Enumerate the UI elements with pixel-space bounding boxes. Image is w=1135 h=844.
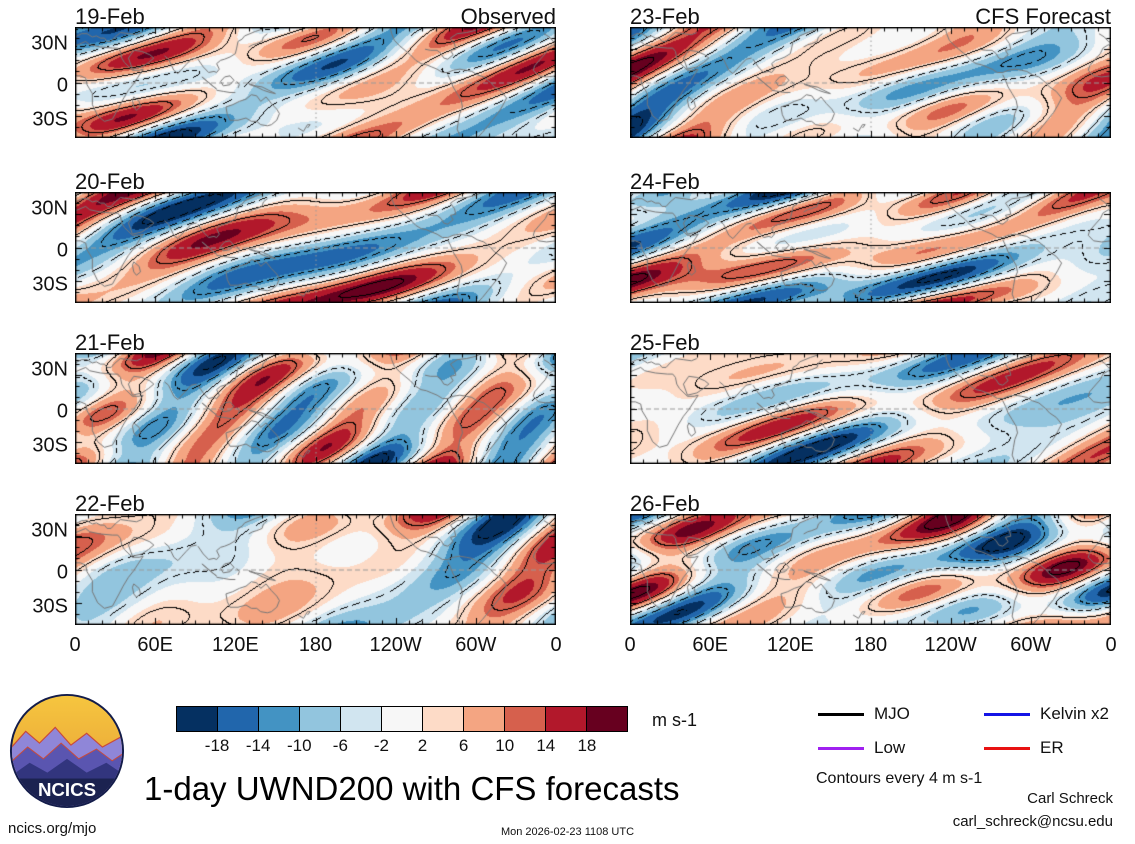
colorbar-tick-label: 10 — [495, 736, 515, 755]
legend-label: MJO — [874, 704, 910, 723]
panel-date-label: 22-Feb — [75, 491, 145, 516]
colorbar-tick-label: -18 — [204, 736, 230, 755]
colorbar-tick-label: 2 — [417, 736, 428, 755]
x-axis-tick-label: 0 — [550, 634, 562, 656]
x-axis-tick-label: 120W — [924, 634, 977, 656]
map-panel — [630, 353, 1111, 464]
x-axis-labels: 0 60E 120E 180 120W 60W 0 — [624, 634, 1116, 658]
mjo-line-icon — [818, 712, 864, 716]
legend-label: Kelvin x2 — [1040, 704, 1109, 723]
x-axis-tick-label: 180 — [298, 634, 333, 656]
legend-item-er: ER — [984, 738, 1064, 758]
map-panel — [75, 192, 556, 303]
colorbar-tick-label: -6 — [332, 736, 348, 755]
colorbar-cell — [300, 707, 341, 731]
colorbar-labels: -18 -14 -10 -6 -2 2 6 10 14 18 — [176, 736, 628, 756]
colorbar-cell — [505, 707, 546, 731]
colorbar-tick-label: 14 — [536, 736, 556, 755]
timestamp: Mon 2026-02-23 1108 UTC — [500, 826, 635, 838]
credit-name: Carl Schreck — [1027, 790, 1113, 807]
legend-item-low: Low — [818, 738, 905, 758]
colorbar-tick-label: 6 — [458, 736, 469, 755]
y-axis-labels: 30N 0 30S — [16, 192, 68, 303]
low-line-icon — [818, 746, 864, 750]
legend-label: ER — [1040, 738, 1064, 757]
colorbar-cell — [218, 707, 259, 731]
legend-label: Low — [874, 738, 906, 757]
map-panel — [630, 27, 1111, 138]
panel-date-label: 23-Feb — [630, 4, 700, 29]
x-axis-tick-label: 60W — [455, 634, 497, 656]
colorbar-units: m s-1 — [652, 710, 697, 730]
y-axis-tick-label: 0 — [56, 239, 68, 262]
column-title-forecast: CFS Forecast — [975, 4, 1111, 29]
ncics-logo: NCICS — [9, 693, 125, 809]
figure-title: 1-day UWND200 with CFS forecasts — [144, 770, 680, 807]
kelvin-line-icon — [984, 712, 1030, 716]
y-axis-tick-label: 30S — [32, 108, 68, 131]
colorbar-cell — [464, 707, 505, 731]
x-axis-labels: 0 60E 120E 180 120W 60W 0 — [69, 634, 561, 658]
y-axis-tick-label: 30N — [31, 358, 68, 381]
panel-date-label: 25-Feb — [630, 330, 700, 355]
x-axis-tick-label: 120E — [211, 634, 259, 656]
y-axis-tick-label: 30S — [32, 273, 68, 296]
panel-date-label: 26-Feb — [630, 491, 700, 516]
y-axis-tick-label: 30N — [31, 519, 68, 542]
colorbar-tick-label: -2 — [373, 736, 390, 755]
colorbar-tick-label: 18 — [577, 736, 597, 755]
colorbar — [176, 706, 628, 732]
colorbar-cell — [177, 707, 218, 731]
map-panel — [75, 353, 556, 464]
legend-item-mjo: MJO — [818, 704, 910, 724]
credit-email: carl_schreck@ncsu.edu — [952, 813, 1113, 830]
y-axis-labels: 30N 0 30S — [16, 27, 68, 138]
x-axis-tick-label: 180 — [853, 634, 888, 656]
column-title-observed: Observed — [460, 4, 556, 29]
y-axis-tick-label: 30S — [32, 434, 68, 457]
y-axis-tick-label: 30N — [31, 32, 68, 55]
colorbar-tick-label: -14 — [245, 736, 271, 755]
colorbar-cell — [382, 707, 423, 731]
x-axis-tick-label: 0 — [69, 634, 81, 656]
colorbar-cell — [259, 707, 300, 731]
colorbar-tick-label: -10 — [286, 736, 312, 755]
x-axis-tick-label: 0 — [1105, 634, 1117, 656]
x-axis-tick-label: 60E — [137, 634, 173, 656]
map-panel — [75, 27, 556, 138]
contour-interval-note: Contours every 4 m s-1 — [816, 770, 983, 787]
er-line-icon — [984, 746, 1030, 750]
x-axis-tick-label: 0 — [624, 634, 636, 656]
map-panel — [630, 514, 1111, 625]
site-link: ncics.org/mjo — [8, 820, 97, 837]
x-axis-tick-label: 60E — [692, 634, 728, 656]
x-axis-tick-label: 60W — [1010, 634, 1052, 656]
colorbar-cell — [587, 707, 627, 731]
panel-date-label: 20-Feb — [75, 169, 145, 194]
panel-date-label: 21-Feb — [75, 330, 145, 355]
y-axis-labels: 30N 0 30S — [16, 353, 68, 464]
logo-text: NCICS — [38, 779, 96, 800]
y-axis-labels: 30N 0 30S — [16, 514, 68, 625]
colorbar-cell — [341, 707, 382, 731]
y-axis-tick-label: 0 — [56, 561, 68, 584]
panel-date-label: 24-Feb — [630, 169, 700, 194]
x-axis-tick-label: 120E — [766, 634, 814, 656]
legend-item-kelvin: Kelvin x2 — [984, 704, 1109, 724]
map-panel — [630, 192, 1111, 303]
colorbar-cell — [423, 707, 464, 731]
y-axis-tick-label: 0 — [56, 400, 68, 423]
panel-date-label: 19-Feb — [75, 4, 145, 29]
x-axis-tick-label: 120W — [369, 634, 422, 656]
y-axis-tick-label: 30N — [31, 197, 68, 220]
y-axis-tick-label: 30S — [32, 595, 68, 618]
y-axis-tick-label: 0 — [56, 74, 68, 97]
colorbar-cell — [546, 707, 587, 731]
map-panel — [75, 514, 556, 625]
